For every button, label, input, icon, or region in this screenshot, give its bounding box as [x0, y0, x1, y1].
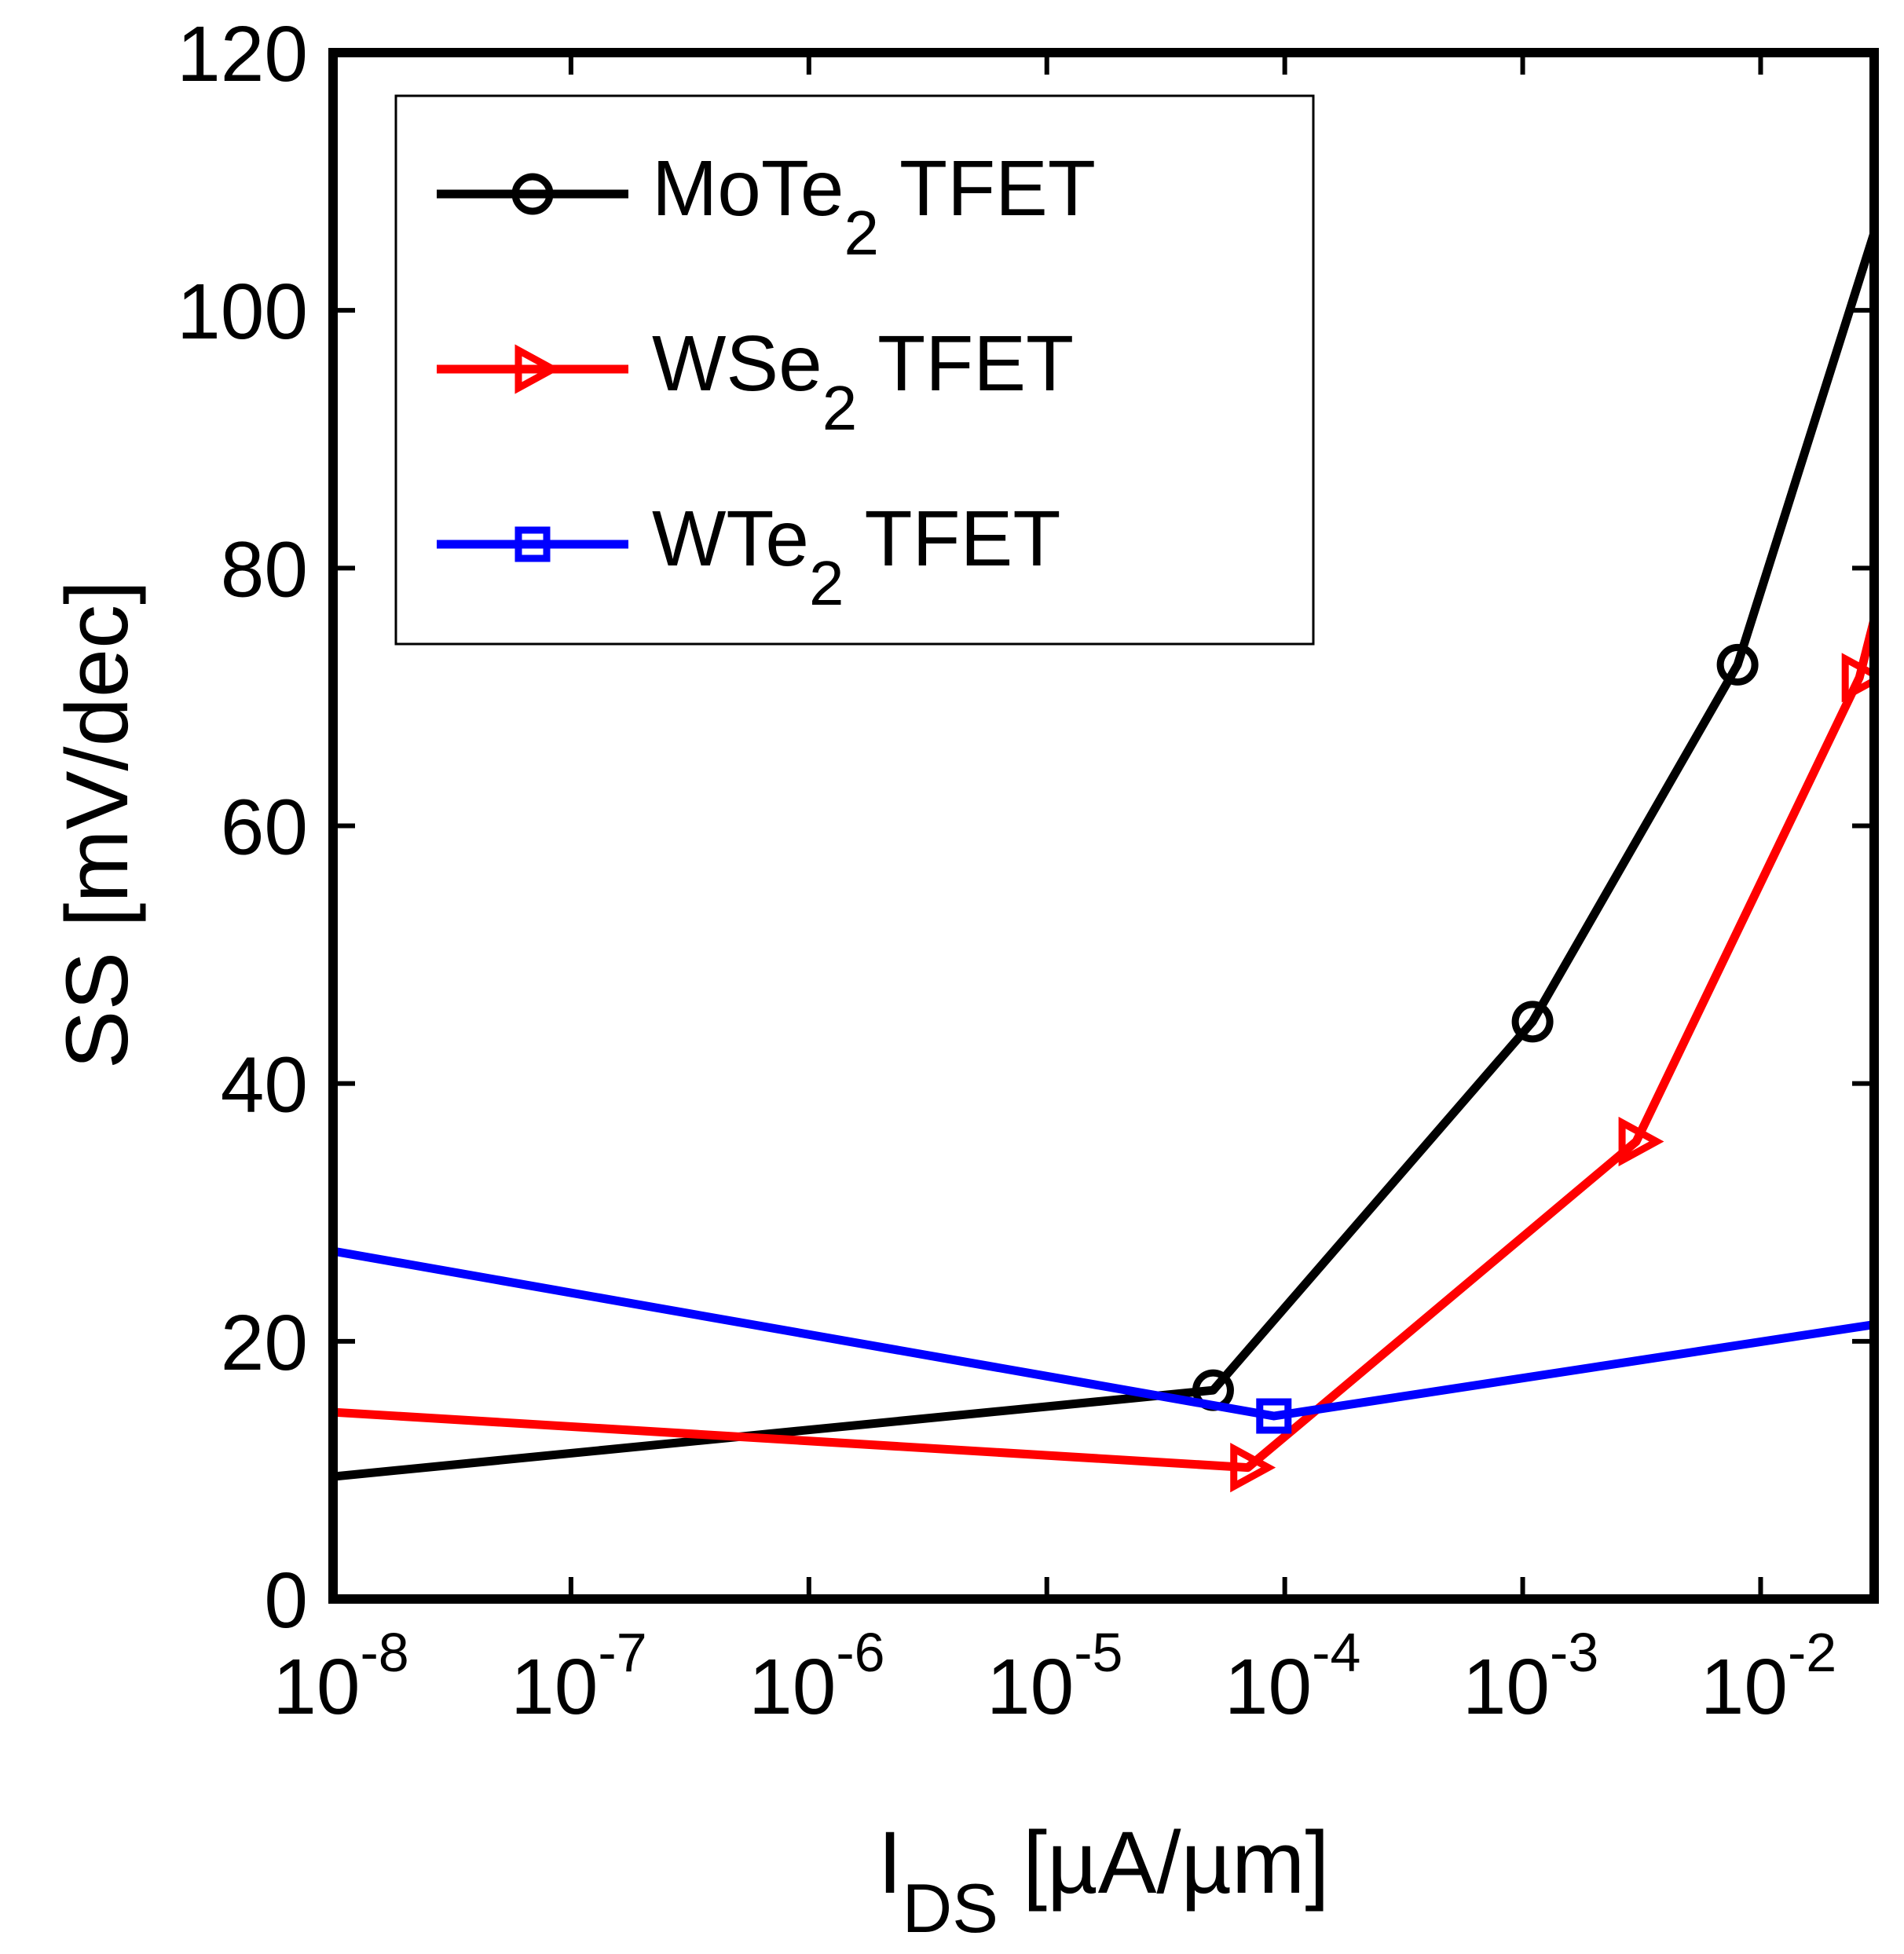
plot-area: [328, 48, 1879, 1604]
y-tick-label: 100: [177, 268, 308, 356]
x-tick-exponent: -2: [1788, 1622, 1836, 1683]
x-tick-exponent: -7: [598, 1622, 646, 1683]
x-tick-label: 10-6: [749, 1622, 884, 1731]
x-tick-base: 10: [987, 1643, 1074, 1731]
series-line: [333, 1246, 1874, 1421]
legend-label: WSe2 TFET: [652, 320, 1074, 443]
x-axis-label-main: I: [878, 1813, 903, 1912]
legend-label: MoTe2 TFET: [652, 145, 1096, 268]
y-tick-label: 20: [221, 1299, 308, 1387]
x-axis-label-sub: DS: [903, 1869, 998, 1947]
x-axis-label: IDS [µA/µm]: [878, 1813, 1330, 1947]
legend-label-rest: TFET: [857, 320, 1074, 408]
x-tick-label: 10-7: [511, 1622, 646, 1731]
y-tick-label: 0: [264, 1557, 308, 1645]
series-line: [333, 618, 1874, 1473]
data-point: [1618, 1116, 1664, 1167]
legend-marker: [514, 344, 561, 394]
x-tick-label: 10-4: [1225, 1622, 1360, 1731]
x-tick-label: 10-8: [273, 1622, 408, 1731]
x-tick-exponent: -8: [360, 1622, 408, 1683]
data-point: [1841, 653, 1874, 703]
x-tick-exponent: -5: [1074, 1622, 1122, 1683]
x-tick-base: 10: [511, 1643, 598, 1731]
x-tick-exponent: -3: [1550, 1622, 1598, 1683]
data-point: [1230, 1443, 1276, 1493]
legend-label-sub: 2: [809, 548, 844, 618]
series-wse2-tfet: [333, 618, 1874, 1493]
legend-item: MoTe2 TFET: [437, 145, 1096, 268]
series-layer: [333, 232, 1874, 1493]
y-tick-label: 80: [221, 525, 308, 613]
x-tick-labels: 10-8 10-7 10-6 10-5 10-4 10-3 10-2: [273, 1622, 1836, 1731]
series-wte2-tfet: [333, 1246, 1874, 1434]
data-point: [1716, 643, 1759, 686]
x-tick-label: 10-5: [987, 1622, 1122, 1731]
x-tick-exponent: -4: [1312, 1622, 1360, 1683]
x-tick-base: 10: [273, 1643, 360, 1731]
legend-label-main: WTe: [652, 495, 809, 583]
legend-label-main: WSe: [652, 320, 822, 408]
x-tick-base: 10: [1701, 1643, 1788, 1731]
x-tick-label: 10-2: [1701, 1622, 1836, 1731]
legend-marker: [514, 526, 551, 562]
legend-item: WTe2 TFET: [437, 495, 1060, 618]
legend-label-sub: 2: [822, 373, 858, 443]
legend-label-sub: 2: [844, 198, 880, 268]
x-tick-exponent: -6: [836, 1622, 884, 1683]
y-tick-label: 60: [221, 784, 308, 872]
y-tick-labels: 0 20 40 60 80 100 120: [177, 10, 308, 1645]
legend-label: WTe2 TFET: [652, 495, 1060, 618]
y-axis-label: SS [mV/dec]: [48, 580, 146, 1069]
y-tick-label: 120: [177, 10, 308, 98]
legend-item: WSe2 TFET: [437, 320, 1074, 443]
data-point: [1256, 1398, 1292, 1434]
x-axis-label-units: [µA/µm]: [998, 1813, 1330, 1912]
legend-label-rest: TFET: [879, 145, 1096, 232]
tick-layer: [331, 50, 1874, 1601]
legend-marker: [511, 173, 554, 215]
x-tick-base: 10: [1225, 1643, 1312, 1731]
x-tick-label: 10-3: [1463, 1622, 1598, 1731]
legend-label-main: MoTe: [652, 145, 844, 232]
x-tick-base: 10: [749, 1643, 836, 1731]
series-line: [333, 232, 1874, 1481]
legend-label-rest: TFET: [844, 495, 1061, 583]
x-tick-base: 10: [1463, 1643, 1550, 1731]
data-point: [1511, 1001, 1554, 1043]
y-tick-label: 40: [221, 1041, 308, 1129]
